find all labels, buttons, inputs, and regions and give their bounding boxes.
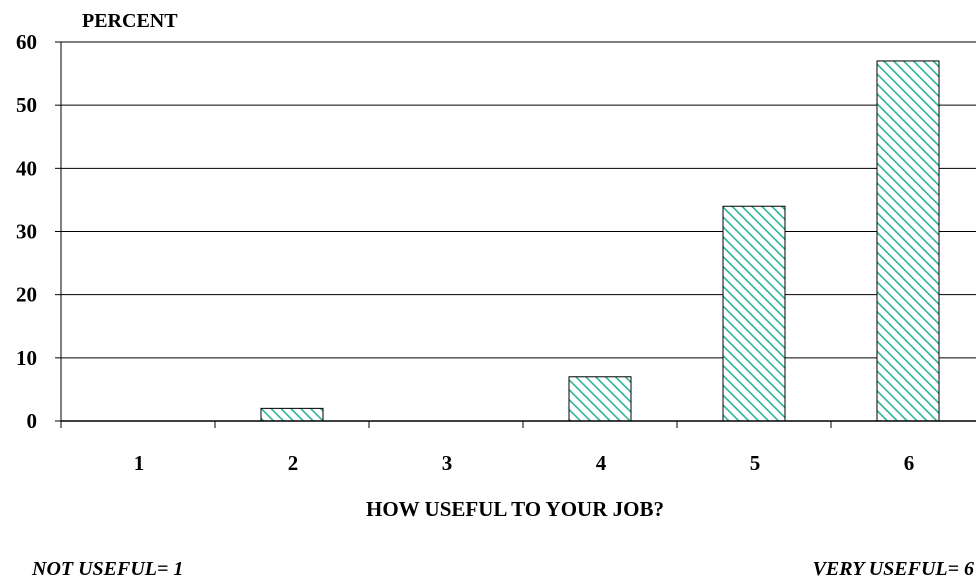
y-axis-label: PERCENT: [82, 10, 178, 32]
y-tick-label-20: 20: [16, 283, 37, 307]
x-tick-labels: 1 2 3 4 5 6: [134, 451, 915, 475]
x-tick-label-6: 6: [904, 451, 915, 475]
annotation-not-useful: NOT USEFUL= 1: [31, 558, 183, 580]
bar-4: [568, 376, 632, 422]
x-tick-label-1: 1: [134, 451, 145, 475]
y-tick-label-60: 60: [16, 30, 37, 54]
bar-6: [876, 60, 940, 422]
y-tick-labels: 0 10 20 30 40 50 60: [16, 30, 37, 433]
x-tick-label-5: 5: [750, 451, 761, 475]
y-tick-label-50: 50: [16, 93, 37, 117]
y-tick-label-40: 40: [16, 156, 37, 180]
gridlines: [55, 41, 976, 422]
annotation-very-useful: VERY USEFUL= 6: [813, 558, 974, 580]
x-axis-label: HOW USEFUL TO YOUR JOB?: [366, 497, 664, 521]
x-axis: [60, 420, 976, 428]
bar-5: [722, 205, 786, 422]
x-tick-label-2: 2: [288, 451, 299, 475]
bar-2: [260, 407, 324, 422]
x-tick-label-3: 3: [442, 451, 453, 475]
y-tick-label-30: 30: [16, 220, 37, 244]
x-tick-label-4: 4: [596, 451, 607, 475]
y-tick-label-0: 0: [27, 409, 38, 433]
bars: [260, 60, 940, 422]
y-tick-label-10: 10: [16, 346, 37, 370]
